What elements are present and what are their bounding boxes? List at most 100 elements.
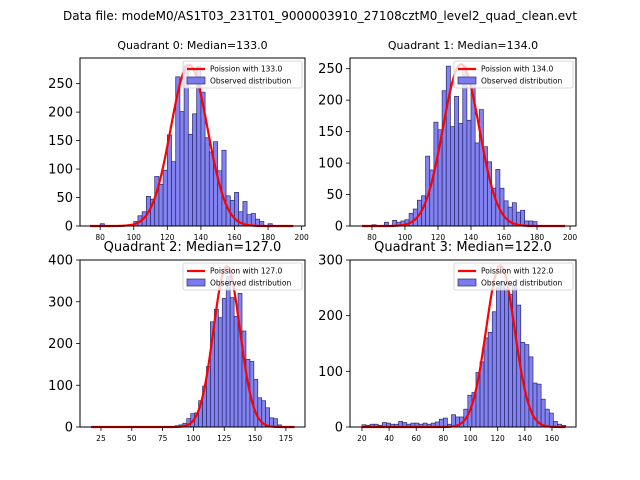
histogram-bar bbox=[187, 133, 193, 227]
histogram-bar bbox=[503, 200, 509, 227]
y-tick-label: 0 bbox=[65, 220, 73, 235]
y-tick-label: 100 bbox=[318, 365, 343, 380]
x-tick-label: 180 bbox=[530, 233, 545, 242]
histogram-bar bbox=[217, 317, 223, 428]
legend-observed-label: Observed distribution bbox=[481, 77, 562, 86]
x-tick-label: 160 bbox=[545, 434, 560, 443]
quadrant-0-title: Quadrant 0: Median=133.0 bbox=[117, 39, 267, 52]
legend: Poission with 134.0 Observed distribution bbox=[453, 60, 574, 89]
y-tick-label: 0 bbox=[335, 220, 343, 235]
x-tick-label: 175 bbox=[279, 434, 294, 443]
y-tick-label: 250 bbox=[48, 77, 73, 92]
quadrant-3-title: Quadrant 3: Median=122.0 bbox=[374, 240, 552, 255]
quadrant-2-title: Quadrant 2: Median=127.0 bbox=[104, 240, 282, 255]
y-tick-label: 200 bbox=[318, 309, 343, 324]
histogram-bar bbox=[242, 201, 248, 227]
histogram-bar bbox=[171, 161, 177, 227]
legend-bar-swatch bbox=[186, 76, 206, 85]
legend: Poission with 133.0 Observed distribution bbox=[182, 60, 303, 89]
histogram-bar bbox=[499, 187, 505, 227]
histogram-bar bbox=[528, 356, 534, 428]
histogram-bar bbox=[179, 111, 185, 227]
histogram-bar bbox=[158, 184, 164, 227]
histogram-bar bbox=[221, 149, 227, 227]
histogram-bar bbox=[512, 285, 518, 428]
histogram-bar bbox=[483, 337, 489, 428]
histogram-bar bbox=[214, 308, 219, 428]
y-tick-label: 200 bbox=[48, 106, 73, 121]
histogram-bars bbox=[99, 65, 273, 227]
y-tick-label: 150 bbox=[48, 134, 73, 149]
histogram-bar bbox=[466, 119, 472, 227]
histogram-bar bbox=[504, 288, 509, 428]
histogram-bar bbox=[491, 311, 497, 428]
legend-poisson-label: Poission with 134.0 bbox=[481, 65, 554, 74]
histogram-bar bbox=[544, 408, 550, 428]
axes-frame bbox=[349, 259, 577, 428]
axes-frame bbox=[79, 57, 306, 227]
histogram-bar bbox=[225, 276, 231, 428]
quadrant-1-title: Quadrant 1: Median=134.0 bbox=[388, 39, 538, 52]
histogram-bar bbox=[495, 169, 501, 227]
legend-box bbox=[453, 60, 574, 89]
y-tick-label: 400 bbox=[48, 254, 73, 269]
legend-box bbox=[453, 262, 574, 291]
histogram-bars bbox=[174, 276, 282, 428]
histogram-bars bbox=[361, 281, 566, 428]
x-tick-label: 150 bbox=[248, 434, 263, 443]
y-tick-label: 50 bbox=[326, 188, 343, 203]
x-tick-label: 100 bbox=[186, 434, 201, 443]
histogram-bar bbox=[487, 332, 493, 428]
histogram-bar bbox=[233, 316, 239, 428]
x-tick-label: 180 bbox=[261, 233, 276, 242]
histogram-bar bbox=[229, 297, 235, 428]
quadrant-3-plot: Quadrant 3: Median=122.0 0 100 200 300 20 40 6… bbox=[318, 240, 577, 443]
histogram-bar bbox=[454, 96, 459, 227]
x-tick-label: 125 bbox=[217, 434, 232, 443]
x-tick-label: 20 bbox=[357, 434, 367, 443]
x-tick-label: 60 bbox=[411, 434, 421, 443]
x-tick-label: 140 bbox=[518, 434, 533, 443]
legend-poisson-label: Poission with 127.0 bbox=[210, 267, 283, 276]
histogram-bars bbox=[371, 65, 538, 227]
y-tick-label: 300 bbox=[48, 295, 73, 310]
histogram-bar bbox=[495, 287, 501, 428]
x-tick-label: 160 bbox=[227, 233, 242, 242]
x-tick-label: 80 bbox=[367, 233, 377, 242]
histogram-bar bbox=[462, 65, 468, 227]
y-tick-label: 100 bbox=[48, 379, 73, 394]
y-tick-label: 0 bbox=[335, 421, 343, 436]
legend-bar-swatch bbox=[457, 278, 477, 287]
x-tick-label: 75 bbox=[158, 434, 168, 443]
histogram-bar bbox=[438, 418, 444, 428]
histogram-bar bbox=[540, 398, 546, 428]
histogram-bar bbox=[474, 142, 480, 227]
histogram-bar bbox=[162, 169, 168, 227]
histogram-bar bbox=[500, 281, 505, 428]
y-tick-label: 200 bbox=[318, 94, 343, 109]
histogram-bar bbox=[183, 65, 189, 227]
histogram-bar bbox=[443, 417, 448, 428]
legend-observed-label: Observed distribution bbox=[210, 77, 291, 86]
legend: Poission with 122.0 Observed distribution bbox=[453, 262, 574, 291]
x-tick-label: 100 bbox=[127, 233, 142, 242]
x-tick-label: 40 bbox=[384, 434, 394, 443]
histogram-bar bbox=[250, 213, 256, 227]
histogram-bar bbox=[221, 298, 227, 428]
histogram-bar bbox=[450, 126, 455, 227]
y-tick-label: 250 bbox=[318, 62, 343, 77]
axes-frame bbox=[349, 57, 577, 227]
quadrant-1-plot: Quadrant 1: Median=134.0 0 50 100 150 200 250… bbox=[318, 39, 577, 242]
legend-box bbox=[182, 60, 303, 89]
y-tick-label: 150 bbox=[318, 125, 343, 140]
x-tick-label: 160 bbox=[497, 233, 512, 242]
y-tick-label: 200 bbox=[48, 337, 73, 352]
y-tick-label: 100 bbox=[48, 163, 73, 178]
histogram-bar bbox=[208, 151, 214, 227]
legend-bar-swatch bbox=[186, 278, 206, 287]
x-tick-label: 120 bbox=[160, 233, 175, 242]
y-tick-label: 50 bbox=[56, 191, 73, 206]
x-tick-label: 200 bbox=[294, 233, 309, 242]
histogram-bar bbox=[253, 379, 259, 428]
